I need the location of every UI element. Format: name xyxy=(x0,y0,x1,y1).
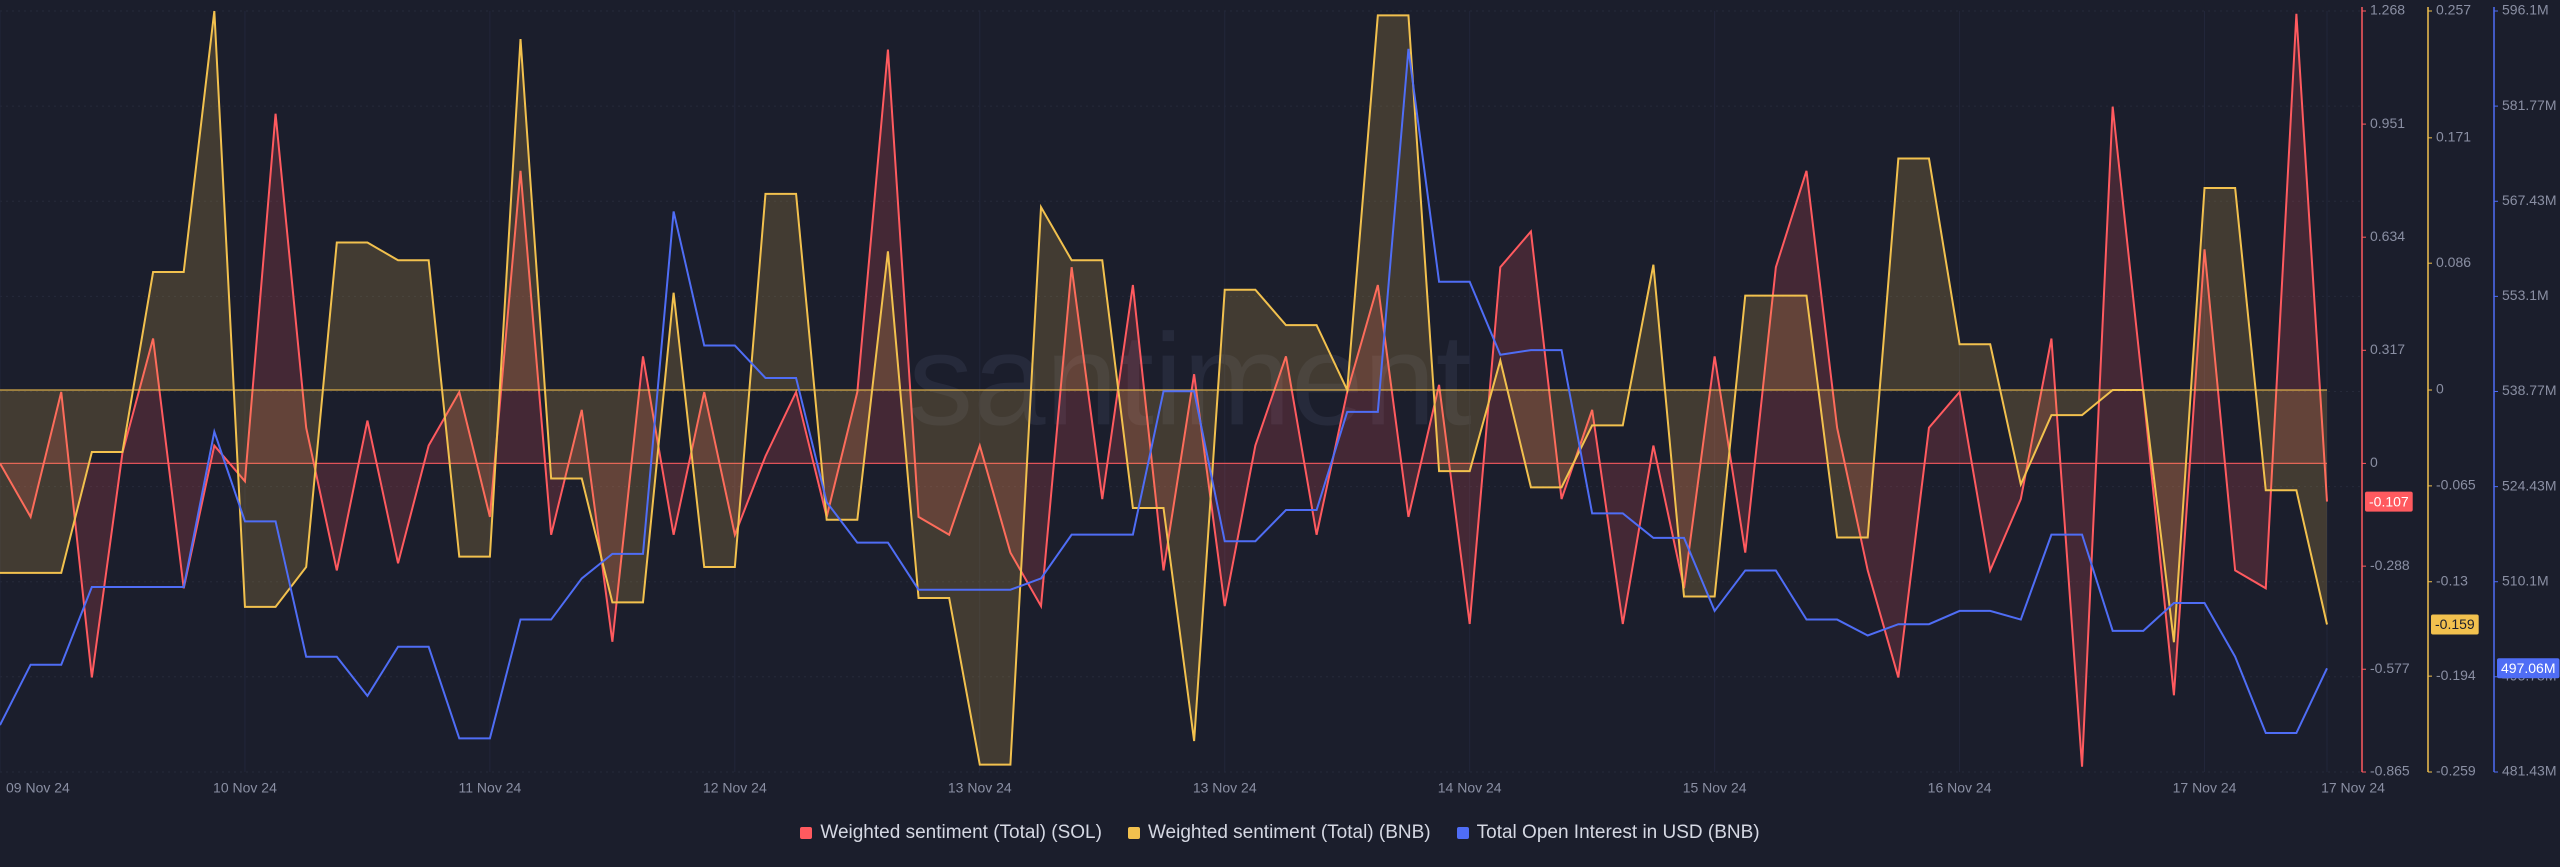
y-tick-label: 567.43M xyxy=(2502,192,2556,208)
legend-item[interactable]: Total Open Interest in USD (BNB) xyxy=(1456,822,1760,844)
y-tick-label: 524.43M xyxy=(2502,477,2556,493)
legend-item[interactable]: Weighted sentiment (Total) (BNB) xyxy=(1127,822,1431,844)
badge-bg xyxy=(2497,658,2560,679)
y-tick-label: 553.1M xyxy=(2502,287,2549,303)
last-value-badge: -0.107 xyxy=(2365,491,2413,512)
last-value-badge: 497.06M xyxy=(2497,658,2560,679)
y-tick-label: 581.77M xyxy=(2502,97,2556,113)
y-tick-label: -0.259 xyxy=(2436,763,2476,779)
y-tick-label: -0.13 xyxy=(2436,572,2468,588)
x-tick-label: 13 Nov 24 xyxy=(1193,780,1257,796)
x-tick-label: 17 Nov 24 xyxy=(2321,780,2385,796)
legend-label: Weighted sentiment (Total) (SOL) xyxy=(820,822,1102,843)
y-tick-label: 538.77M xyxy=(2502,382,2556,398)
y-tick-label: 481.43M xyxy=(2502,763,2556,779)
chart: santiment 09 Nov 24 10 Nov 24 11 Nov 24 12 … xyxy=(0,2,2560,796)
series-line xyxy=(0,48,2328,740)
x-tick-label: 14 Nov 24 xyxy=(1438,780,1502,796)
x-tick-label: 13 Nov 24 xyxy=(948,780,1012,796)
x-tick-label: 16 Nov 24 xyxy=(1928,780,1992,796)
legend: Weighted sentiment (Total) (SOL) Weighted… xyxy=(0,815,2560,851)
watermark: santiment xyxy=(908,306,1472,452)
x-tick-label: 15 Nov 24 xyxy=(1683,780,1747,796)
y-tick-label: 0 xyxy=(2436,381,2444,397)
x-tick-label: 09 Nov 24 xyxy=(6,780,70,796)
y-tick-label: 0.634 xyxy=(2370,228,2405,244)
series-line xyxy=(0,13,2328,767)
y-tick-label: -0.288 xyxy=(2370,557,2410,573)
badge-bg xyxy=(2431,614,2479,635)
y-tick-label: 1.268 xyxy=(2370,2,2405,18)
y-tick-label: 596.1M xyxy=(2502,2,2549,18)
legend-swatch xyxy=(800,827,813,839)
legend-swatch xyxy=(1456,827,1469,839)
y-tick-label: -0.577 xyxy=(2370,660,2410,676)
y-tick-label: -0.194 xyxy=(2436,667,2476,683)
y-tick-label: 0.171 xyxy=(2436,129,2471,145)
badge-label: 497.06M xyxy=(2501,660,2555,676)
y-tick-label: 0.317 xyxy=(2370,341,2405,357)
y-tick-label: 510.1M xyxy=(2502,572,2549,588)
y-tick-label: 0 xyxy=(2370,454,2378,470)
badge-label: -0.159 xyxy=(2435,616,2475,632)
legend-swatch xyxy=(1127,827,1140,839)
last-value-badge: -0.159 xyxy=(2431,614,2479,635)
legend-label: Weighted sentiment (Total) (BNB) xyxy=(1147,822,1431,843)
x-tick-label: 10 Nov 24 xyxy=(213,780,277,796)
badge-bg xyxy=(2365,491,2413,512)
legend-label: Total Open Interest in USD (BNB) xyxy=(1476,822,1760,843)
y-tick-label: 0.951 xyxy=(2370,115,2405,131)
x-tick-label: 11 Nov 24 xyxy=(459,780,522,796)
legend-item[interactable]: Weighted sentiment (Total) (SOL) xyxy=(800,822,1102,844)
y-tick-label: -0.065 xyxy=(2436,477,2476,493)
x-tick-label: 17 Nov 24 xyxy=(2173,780,2237,796)
y-tick-label: 0.086 xyxy=(2436,254,2471,270)
x-tick-label: 12 Nov 24 xyxy=(703,780,767,796)
y-tick-label: -0.865 xyxy=(2370,763,2410,779)
badge-label: -0.107 xyxy=(2369,493,2409,509)
series-line xyxy=(0,10,2328,766)
y-tick-label: 0.257 xyxy=(2436,2,2471,18)
